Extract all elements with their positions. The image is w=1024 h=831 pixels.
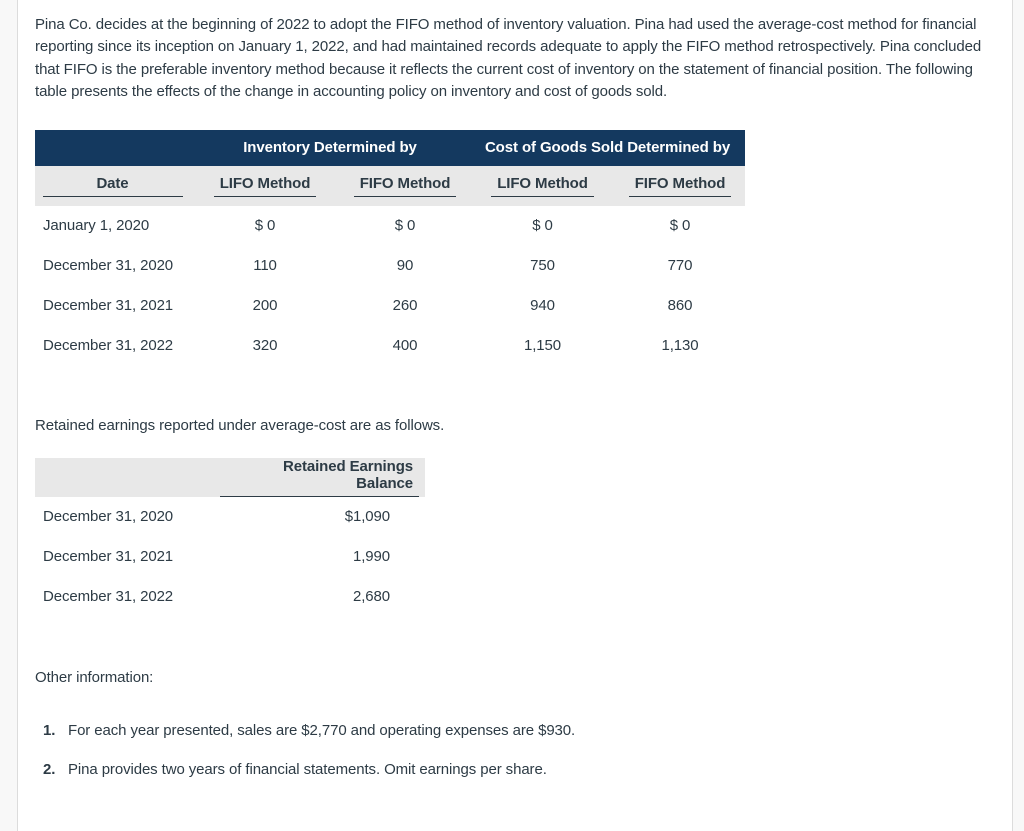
date-cell: December 31, 2020 xyxy=(43,257,174,275)
list-item-number: 2. xyxy=(43,760,56,778)
value-cell: 260 xyxy=(392,297,418,315)
table-row: January 1, 2020 $ 0 $ 0 $ 0 $ 0 xyxy=(35,206,745,246)
retained-header-balance: Retained Earnings Balance xyxy=(220,457,425,497)
content-card: Pina Co. decides at the beginning of 202… xyxy=(17,0,1013,831)
date-cell: December 31, 2022 xyxy=(43,337,174,355)
date-cell: December 31, 2021 xyxy=(43,548,174,566)
value-cell: $ 0 xyxy=(254,217,276,235)
group-header-inventory: Inventory Determined by xyxy=(190,129,471,166)
value-cell: 400 xyxy=(392,337,418,355)
value-cell: $ 0 xyxy=(394,217,416,235)
value-cell: 750 xyxy=(530,257,555,275)
list-item: 2. Pina provides two years of financial … xyxy=(35,759,1012,781)
date-cell: December 31, 2021 xyxy=(43,297,174,315)
col-header-lifo-inventory-label: LIFO Method xyxy=(213,175,317,197)
table-group-header-row: Inventory Determined by Cost of Goods So… xyxy=(35,129,746,166)
col-header-fifo-cogs: FIFO Method xyxy=(615,165,746,206)
other-information-list: 1. For each year presented, sales are $2… xyxy=(35,720,1012,781)
value-cell: 1,150 xyxy=(523,337,562,355)
col-header-fifo-inventory-label: FIFO Method xyxy=(353,175,457,197)
date-cell: December 31, 2022 xyxy=(43,588,174,606)
table-row: December 31, 2022 320 400 1,150 1,130 xyxy=(35,326,745,366)
value-cell: 940 xyxy=(530,297,555,315)
value-cell: 1,990 xyxy=(352,548,390,566)
col-header-lifo-cogs: LIFO Method xyxy=(470,165,616,206)
table-row: December 31, 2020 110 90 750 770 xyxy=(35,246,745,286)
value-cell: 1,130 xyxy=(661,337,699,355)
table-column-header-row: Date LIFO Method FIFO Method LIFO Method… xyxy=(35,165,746,206)
date-cell: December 31, 2020 xyxy=(43,508,174,526)
value-cell: 320 xyxy=(252,337,278,355)
group-header-spacer xyxy=(35,129,190,166)
list-item-text: Pina provides two years of financial sta… xyxy=(68,760,547,778)
retained-header-spacer xyxy=(35,457,220,497)
list-item-text: For each year presented, sales are $2,77… xyxy=(68,721,576,739)
retained-header-balance-label: Retained Earnings Balance xyxy=(220,458,419,497)
value-cell: $ 0 xyxy=(532,217,553,235)
value-cell: 90 xyxy=(396,257,414,275)
other-information-label: Other information: xyxy=(35,668,154,686)
table-row: December 31, 2020 $1,090 xyxy=(35,497,425,537)
col-header-date-label: Date xyxy=(42,175,183,197)
col-header-lifo-inventory: LIFO Method xyxy=(190,165,340,206)
value-cell: 860 xyxy=(667,297,693,315)
inventory-cogs-table: Inventory Determined by Cost of Goods So… xyxy=(35,129,746,366)
col-header-lifo-cogs-label: LIFO Method xyxy=(491,175,594,197)
value-cell: 2,680 xyxy=(352,588,390,606)
retained-header-row: Retained Earnings Balance xyxy=(35,457,425,497)
retained-earnings-table: Retained Earnings Balance December 31, 2… xyxy=(35,457,425,617)
retained-earnings-intro: Retained earnings reported under average… xyxy=(35,416,445,434)
value-cell: 770 xyxy=(667,257,693,275)
value-cell: 110 xyxy=(253,257,277,275)
value-cell: $ 0 xyxy=(669,217,691,235)
table-row: December 31, 2021 1,990 xyxy=(35,537,425,577)
col-header-fifo-inventory: FIFO Method xyxy=(340,165,471,206)
group-header-cogs: Cost of Goods Sold Determined by xyxy=(470,129,746,166)
list-item-number: 1. xyxy=(43,721,56,739)
problem-statement: Pina Co. decides at the beginning of 202… xyxy=(35,16,982,101)
col-header-date: Date xyxy=(35,165,190,206)
value-cell: $1,090 xyxy=(344,508,390,526)
list-item: 1. For each year presented, sales are $2… xyxy=(35,720,1012,742)
date-cell: January 1, 2020 xyxy=(43,217,150,235)
table-row: December 31, 2021 200 260 940 860 xyxy=(35,286,745,326)
table-row: December 31, 2022 2,680 xyxy=(35,577,425,617)
col-header-fifo-cogs-label: FIFO Method xyxy=(628,175,732,197)
value-cell: 200 xyxy=(252,297,278,315)
